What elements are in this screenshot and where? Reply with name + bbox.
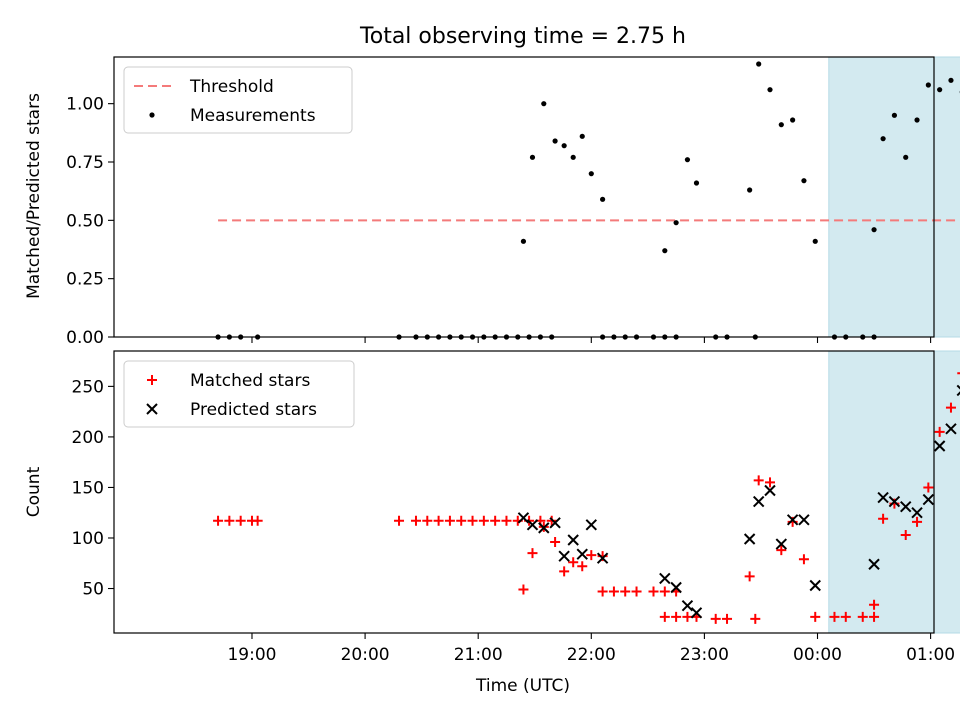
measurement-point (589, 171, 594, 176)
x-tick-label: 21:00 (454, 645, 503, 665)
measurement-point (600, 197, 605, 202)
measurement-point (801, 178, 806, 183)
legend-label: Measurements (190, 106, 316, 126)
measurement-point (674, 220, 679, 225)
x-tick-label: 20:00 (341, 645, 390, 665)
observing-window-band (829, 351, 960, 633)
x-tick-label: 00:00 (793, 645, 842, 665)
measurement-point (892, 113, 897, 118)
measurement-point (790, 117, 795, 122)
measurement-point (747, 187, 752, 192)
measurement-point (937, 87, 942, 92)
measurement-point (813, 239, 818, 244)
x-axis-label: Time (UTC) (475, 676, 570, 696)
y-tick-label: 150 (72, 478, 104, 498)
figure-title: Total observing time = 2.75 h (359, 24, 686, 49)
legend-label: Threshold (189, 77, 274, 97)
y-tick-label: 0.25 (66, 270, 104, 290)
measurement-point (562, 143, 567, 148)
measurement-point (694, 180, 699, 185)
measurement-point (948, 78, 953, 83)
measurement-point (903, 155, 908, 160)
y-tick-label: 1.00 (66, 95, 104, 115)
measurement-point (767, 87, 772, 92)
measurement-point (871, 227, 876, 232)
y-tick-label: 0.75 (66, 153, 104, 173)
x-tick-label: 01:00 (906, 645, 955, 665)
measurement-point (530, 155, 535, 160)
measurement-point (685, 157, 690, 162)
legend-label: Predicted stars (190, 400, 317, 420)
legend-measurement-swatch (149, 112, 154, 117)
measurement-point (553, 138, 558, 143)
measurement-point (756, 61, 761, 66)
measurement-point (914, 117, 919, 122)
measurement-point (662, 248, 667, 253)
x-tick-label: 19:00 (227, 645, 276, 665)
y-tick-label: 200 (72, 428, 104, 448)
measurement-point (881, 136, 886, 141)
x-tick-label: 22:00 (567, 645, 616, 665)
legend-label: Matched stars (190, 371, 310, 391)
y-tick-label: 100 (72, 529, 104, 549)
y-tick-label: 0.50 (66, 211, 104, 231)
measurement-point (571, 155, 576, 160)
observing-window-band (829, 57, 960, 337)
measurement-point (926, 82, 931, 87)
count-y-axis-label: Count (24, 466, 44, 517)
x-tick-label: 23:00 (680, 645, 729, 665)
legend: Matched stars Predicted stars (124, 361, 354, 427)
y-tick-label: 50 (82, 580, 104, 600)
measurement-point (521, 239, 526, 244)
measurement-point (779, 122, 784, 127)
ratio-y-axis-label: Matched/Predicted stars (24, 93, 44, 299)
y-tick-label: 0.00 (66, 328, 104, 348)
y-tick-label: 250 (72, 377, 104, 397)
legend: Threshold Measurements (124, 67, 352, 133)
measurement-point (580, 134, 585, 139)
measurement-point (541, 101, 546, 106)
